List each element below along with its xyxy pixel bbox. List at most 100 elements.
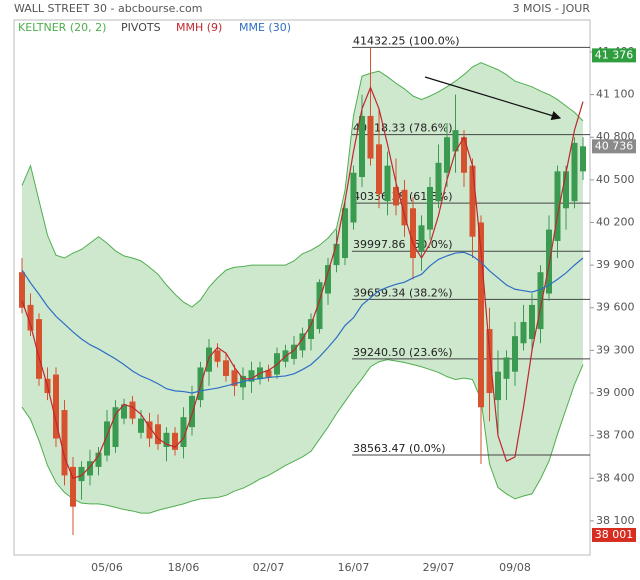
candle-body	[163, 432, 170, 448]
legend: KELTNER (20, 2) PIVOTS MMH (9) MME (30)	[18, 21, 291, 34]
trend-arrow	[424, 76, 562, 121]
y-tick-label: 39 000	[596, 386, 635, 399]
candle-body	[478, 222, 484, 408]
candle-body	[580, 146, 586, 172]
legend-entry: PIVOTS	[121, 21, 161, 34]
y-tick-label: 39 900	[596, 258, 635, 271]
candle-body	[359, 115, 365, 178]
candle-body	[486, 329, 493, 394]
candle-body	[19, 272, 25, 308]
candle-body	[461, 137, 467, 173]
y-tick-label: 41 100	[596, 88, 635, 101]
candle-body	[452, 130, 459, 152]
candle-body	[189, 395, 195, 428]
indicator-line	[21, 251, 584, 394]
pivot-label: 39659.34 (38.2%)	[353, 286, 453, 299]
price-label: 40 736	[595, 139, 634, 152]
candle-body	[197, 367, 204, 401]
candle-body	[104, 421, 110, 456]
candle-body	[376, 144, 382, 195]
pivot-label: 41432.25 (100.0%)	[353, 34, 460, 47]
candle-body	[325, 265, 331, 294]
plot-frame	[13, 19, 591, 556]
candle-body	[563, 171, 569, 209]
legend-entry: KELTNER (20, 2)	[18, 21, 106, 34]
candle-body	[308, 319, 314, 340]
candle-body	[367, 115, 374, 159]
candle-body	[206, 347, 212, 372]
y-tick-label: 38 700	[596, 429, 635, 442]
candle-body	[435, 162, 442, 202]
chart-title: WALL STREET 30 - abcbourse.com	[14, 2, 202, 15]
y-tick-label: 40 200	[596, 215, 635, 228]
candle-body	[537, 272, 544, 330]
x-tick-label: 18/06	[168, 561, 200, 574]
candle-body	[418, 225, 425, 251]
y-tick-label: 39 600	[596, 301, 635, 314]
candle-body	[27, 304, 34, 331]
candle-body	[78, 466, 85, 482]
indicator-line	[21, 85, 584, 480]
pivot-label: 40818.33 (78.6%)	[353, 122, 453, 135]
candle-body	[172, 432, 178, 450]
x-tick-label: 02/07	[253, 561, 285, 574]
candle-body	[231, 370, 238, 386]
candle-body	[529, 304, 535, 340]
candle-body	[384, 165, 391, 202]
candle-body	[503, 357, 510, 379]
x-tick-label: 16/07	[338, 561, 370, 574]
candle-body	[95, 452, 102, 467]
x-tick-label: 29/07	[423, 561, 455, 574]
price-label: 38 001	[595, 528, 634, 541]
legend-entry: MMH (9)	[176, 21, 222, 34]
candle-body	[155, 424, 161, 445]
candle-body	[61, 410, 68, 476]
candle-body	[129, 401, 136, 419]
y-tick-label: 38 100	[596, 514, 635, 527]
candle-body	[554, 171, 561, 241]
candle-body	[393, 186, 399, 206]
candle-body	[87, 461, 93, 476]
candle-body	[248, 370, 255, 382]
candle-body	[427, 186, 433, 230]
x-tick-label: 09/08	[499, 561, 531, 574]
candle-body	[342, 208, 348, 259]
candle-body	[138, 418, 144, 433]
keltner-band	[22, 62, 583, 514]
candle-body	[112, 407, 119, 448]
candle-body	[333, 243, 340, 266]
price-label: 41 376	[595, 48, 634, 61]
keltner-lower	[21, 359, 584, 514]
pivot-label: 38563.47 (0.0%)	[353, 442, 446, 455]
candle-body	[36, 319, 42, 379]
candle-body	[520, 321, 527, 344]
keltner-upper	[21, 62, 584, 308]
candle-body	[214, 350, 221, 362]
candle-body	[350, 172, 357, 223]
candle-body	[53, 374, 59, 439]
candle-body	[265, 370, 272, 378]
candle-body	[495, 371, 501, 401]
price-label-box	[592, 139, 636, 154]
y-tick-label: 38 400	[596, 471, 635, 484]
candle-body	[410, 208, 416, 259]
candle-body	[299, 333, 306, 351]
candle-body	[223, 360, 229, 376]
candle-body	[316, 282, 323, 330]
pivot-label: 39997.86 (50.0%)	[353, 238, 453, 251]
legend-entry: MME (30)	[239, 21, 291, 34]
candle-body	[469, 165, 476, 237]
candle-body	[512, 336, 518, 372]
plot: 38 100 38 400 38 700 39 000 39 300 39 600 39 9…	[19, 34, 636, 574]
candle-body	[571, 142, 578, 202]
chart-subtitle: 3 MOIS - JOUR	[513, 2, 591, 15]
candle-body	[70, 466, 76, 507]
candle-body	[291, 344, 297, 359]
candle-body	[180, 417, 187, 448]
candle-body	[401, 189, 408, 226]
y-tick-label: 40 500	[596, 173, 635, 186]
candle-body	[146, 421, 153, 439]
price-label-box	[592, 527, 636, 542]
x-tick-label: 05/06	[91, 561, 123, 574]
